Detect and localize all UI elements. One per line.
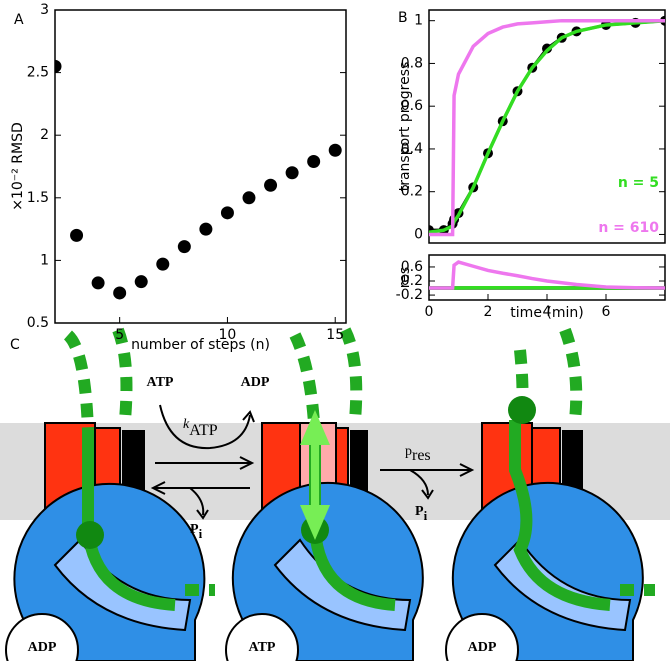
plot-frame [54,9,347,324]
arrow [196,509,209,520]
y-tick-label: 0.8 [401,55,423,71]
x-axis-label: time (min) [510,305,583,321]
substrate-dashed [112,327,133,421]
substrate-dashed [289,332,321,441]
panel-label: A [14,12,24,28]
phosphate-subscript: i [199,526,203,541]
arrow [459,463,475,477]
point [134,275,148,289]
x-tick-label: 10 [219,327,237,343]
point [113,286,127,300]
plot-frame [428,9,666,244]
arrow [159,404,251,450]
residual-rate-subscript: res [412,447,431,464]
y-tick-label: 1 [414,13,423,29]
step-arrow-head [300,410,330,540]
grip [76,521,104,549]
x-tick-label: 15 [326,327,344,343]
point [91,276,105,290]
x-axis-label: number of steps (n) [131,337,270,353]
series-line [429,18,665,235]
adp-label: ADP [241,375,270,390]
rate-label: kATP [183,417,218,438]
substrate [509,420,611,611]
phosphate-label: Pi [415,504,428,523]
residual-rate-label: pres [405,444,431,463]
motor-label: ADP [468,640,497,655]
atp-label: ATP [147,375,174,390]
point [328,143,342,157]
arrow [189,487,205,516]
diagram: ATP ADP kATP Pi pres Pi ADP ATP ADP [0,327,670,661]
panel-label: C [10,337,20,353]
y-axis-label: res [397,267,413,288]
substrate-dashed [63,330,94,431]
x-tick-label: 0 [425,304,434,320]
point [177,240,191,254]
y-tick-label: 0 [414,226,423,242]
plot-area [429,15,665,237]
nucleotide-pocket [445,613,519,661]
point [55,59,62,73]
nucleotide-pocket [5,613,79,661]
panel-label: B [398,10,408,26]
point [307,154,321,168]
point [199,222,213,236]
plot-frame [428,254,666,301]
x-tick-label: 4 [543,304,552,320]
y-tick-label: 0.6 [401,98,423,114]
nucleotide-pocket [225,613,299,661]
plot-area [429,260,665,290]
y-tick-label: 1.5 [27,190,49,206]
y-axis-label: transport progress [397,62,413,192]
annotation: n = 5 [618,175,659,191]
phosphate-label: Pi [190,522,203,541]
x-tick-label: 5 [115,327,124,343]
phosphate-subscript: i [424,508,428,523]
arrow [242,410,255,423]
point [242,191,256,205]
y-axis-label: ×10⁻² RMSD [10,122,26,210]
annotation: n = 610 [598,220,659,236]
y-tick-label: 0.2 [401,273,423,289]
point [285,166,299,180]
series-line [429,260,665,290]
phosphate-symbol: P [190,522,199,537]
substrate-dashed [339,327,363,421]
arrow [409,469,429,496]
y-tick-label: 0.2 [401,184,423,200]
y-tick-label: 2.5 [27,65,49,81]
phosphate-symbol: P [415,504,424,519]
x-tick-label: 2 [484,304,493,320]
y-tick-label: 0.4 [401,141,423,157]
y-tick-label: 0.6 [401,259,423,275]
series-line [429,18,665,237]
rate-symbol: k [183,417,190,432]
arrow [421,489,434,500]
arrow [239,456,255,470]
y-tick-label: 2 [40,127,49,143]
grip [508,396,536,424]
point [156,257,170,271]
motor-label: ADP [28,640,57,655]
y-tick-label: 3 [40,2,49,18]
y-tick-label: -0.2 [396,287,423,303]
motor-label: ATP [249,640,276,655]
substrate-dashed [514,349,529,422]
residual-rate-symbol: p [405,444,412,459]
point [70,228,84,242]
plot-area [55,59,342,300]
x-tick-label: 6 [602,304,611,320]
substrate-dashed [559,327,583,421]
point [220,206,234,220]
y-tick-label: 0.5 [27,315,49,331]
y-tick-label: 1 [40,252,49,268]
rate-subscript: ATP [189,422,218,439]
arrow [150,481,166,495]
point [264,178,278,192]
